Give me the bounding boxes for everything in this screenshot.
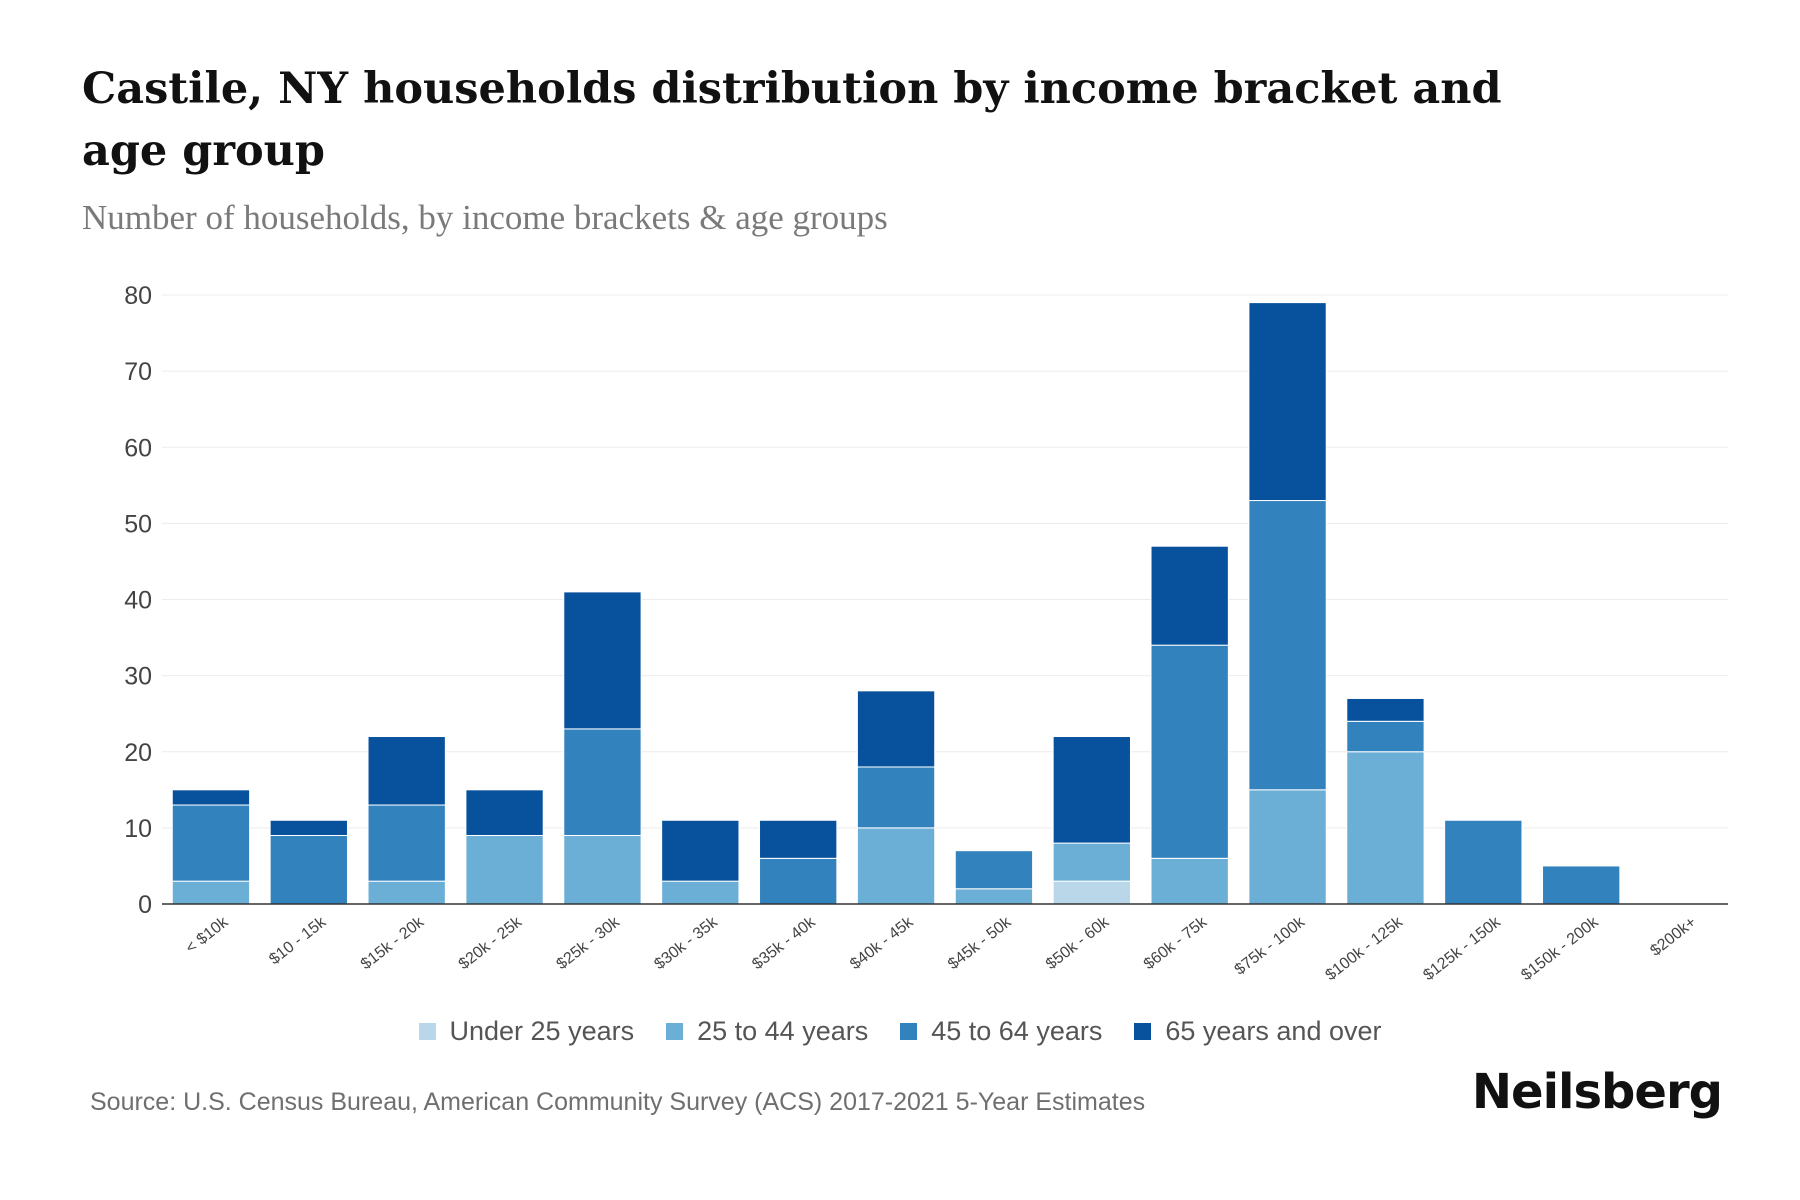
bar-segment <box>856 827 936 905</box>
bar-segment <box>563 834 642 905</box>
x-tick-label: $150k - 200k <box>1518 913 1602 984</box>
y-tick-label: 0 <box>138 891 152 919</box>
y-tick-label: 70 <box>124 358 152 386</box>
x-tick-label: $35k - 40k <box>749 913 819 973</box>
y-tick-label: 10 <box>124 815 152 843</box>
legend-item: Under 25 years <box>418 1016 635 1047</box>
y-tick-label: 60 <box>124 434 152 462</box>
bar-segment <box>171 789 251 806</box>
x-tick-label: $45k - 50k <box>945 913 1015 973</box>
y-tick-label: 20 <box>124 739 152 767</box>
bar-segment <box>1248 302 1327 502</box>
x-tick-label: < $10k <box>183 913 232 957</box>
bar-segment <box>661 880 740 905</box>
bar-segment <box>465 789 544 836</box>
legend-label: 25 to 44 years <box>697 1016 869 1046</box>
chart-subtitle: Number of households, by income brackets… <box>82 198 888 237</box>
bar-segment <box>661 819 740 882</box>
x-tick-label: $75k - 100k <box>1232 913 1309 978</box>
legend-label: 65 years and over <box>1165 1016 1382 1046</box>
legend-swatch <box>1134 1023 1152 1040</box>
y-tick-label: 80 <box>124 282 152 310</box>
source-note: Source: U.S. Census Bureau, American Com… <box>90 1088 1146 1116</box>
bar-segment <box>759 819 838 859</box>
bar-segment <box>1052 880 1131 905</box>
bar-segment <box>1346 697 1425 722</box>
bar-segment <box>367 804 446 882</box>
bar-segment <box>465 834 544 905</box>
bar-segment <box>171 804 251 882</box>
x-tick-label: $10 - 15k <box>266 913 330 968</box>
chart-legend: Under 25 years 25 to 44 years 45 to 64 yea… <box>0 1016 1800 1047</box>
legend-label: 45 to 64 years <box>931 1016 1103 1046</box>
x-tick-label: $100k - 125k <box>1323 913 1407 984</box>
legend-item: 25 to 44 years <box>666 1016 868 1047</box>
bar-segment <box>367 880 446 905</box>
bar-segment <box>563 591 642 730</box>
bar-segment <box>856 690 936 768</box>
x-tick-label: $200k+ <box>1647 914 1699 960</box>
y-tick-label: 50 <box>124 510 152 538</box>
bar-segment <box>954 888 1034 905</box>
bar-segment <box>1150 545 1229 646</box>
bar-segment <box>954 850 1034 890</box>
bar-segment <box>1052 842 1131 882</box>
chart-title: Castile, NY households distribution by i… <box>82 64 1502 176</box>
bar-segment <box>269 819 348 836</box>
bar-segment <box>759 857 838 905</box>
x-tick-label: $25k - 30k <box>554 913 624 973</box>
bar-segment <box>563 728 642 836</box>
bar-segment <box>856 766 936 829</box>
bar-segment <box>1248 789 1327 905</box>
x-tick-label: $50k - 60k <box>1043 913 1113 973</box>
x-tick-label: $60k - 75k <box>1141 913 1211 973</box>
x-tick-label: $30k - 35k <box>651 913 721 973</box>
legend-item: 45 to 64 years <box>900 1016 1102 1047</box>
bar-segment <box>1248 500 1327 791</box>
bar-segment <box>1150 644 1229 859</box>
y-tick-label: 40 <box>124 587 152 615</box>
legend-swatch <box>666 1023 684 1040</box>
brand-logo: Neilsberg <box>1471 1064 1723 1120</box>
x-tick-label: $20k - 25k <box>456 913 526 973</box>
legend-item: 65 years and over <box>1134 1016 1382 1047</box>
legend-swatch <box>418 1023 436 1040</box>
bar-segment <box>1346 751 1425 905</box>
bar-segment <box>367 736 446 806</box>
x-tick-label: $125k - 150k <box>1420 913 1504 984</box>
bar-segment <box>1052 736 1131 844</box>
legend-label: Under 25 years <box>449 1016 635 1046</box>
legend-swatch <box>900 1023 918 1040</box>
bar-segment <box>171 880 251 905</box>
stacked-bar-chart: 0 10 20 30 40 50 60 70 80 < $10k $10 - 15k $15k - 2… <box>124 282 1728 984</box>
bar-segment <box>269 834 348 905</box>
bar-segment <box>1150 857 1229 905</box>
bar-segment <box>1444 819 1523 905</box>
x-tick-label: $15k - 20k <box>358 913 428 973</box>
x-tick-label: $40k - 45k <box>847 913 917 973</box>
bar-segment <box>1346 720 1425 753</box>
bar-segment <box>1542 865 1621 905</box>
y-tick-label: 30 <box>124 663 152 691</box>
